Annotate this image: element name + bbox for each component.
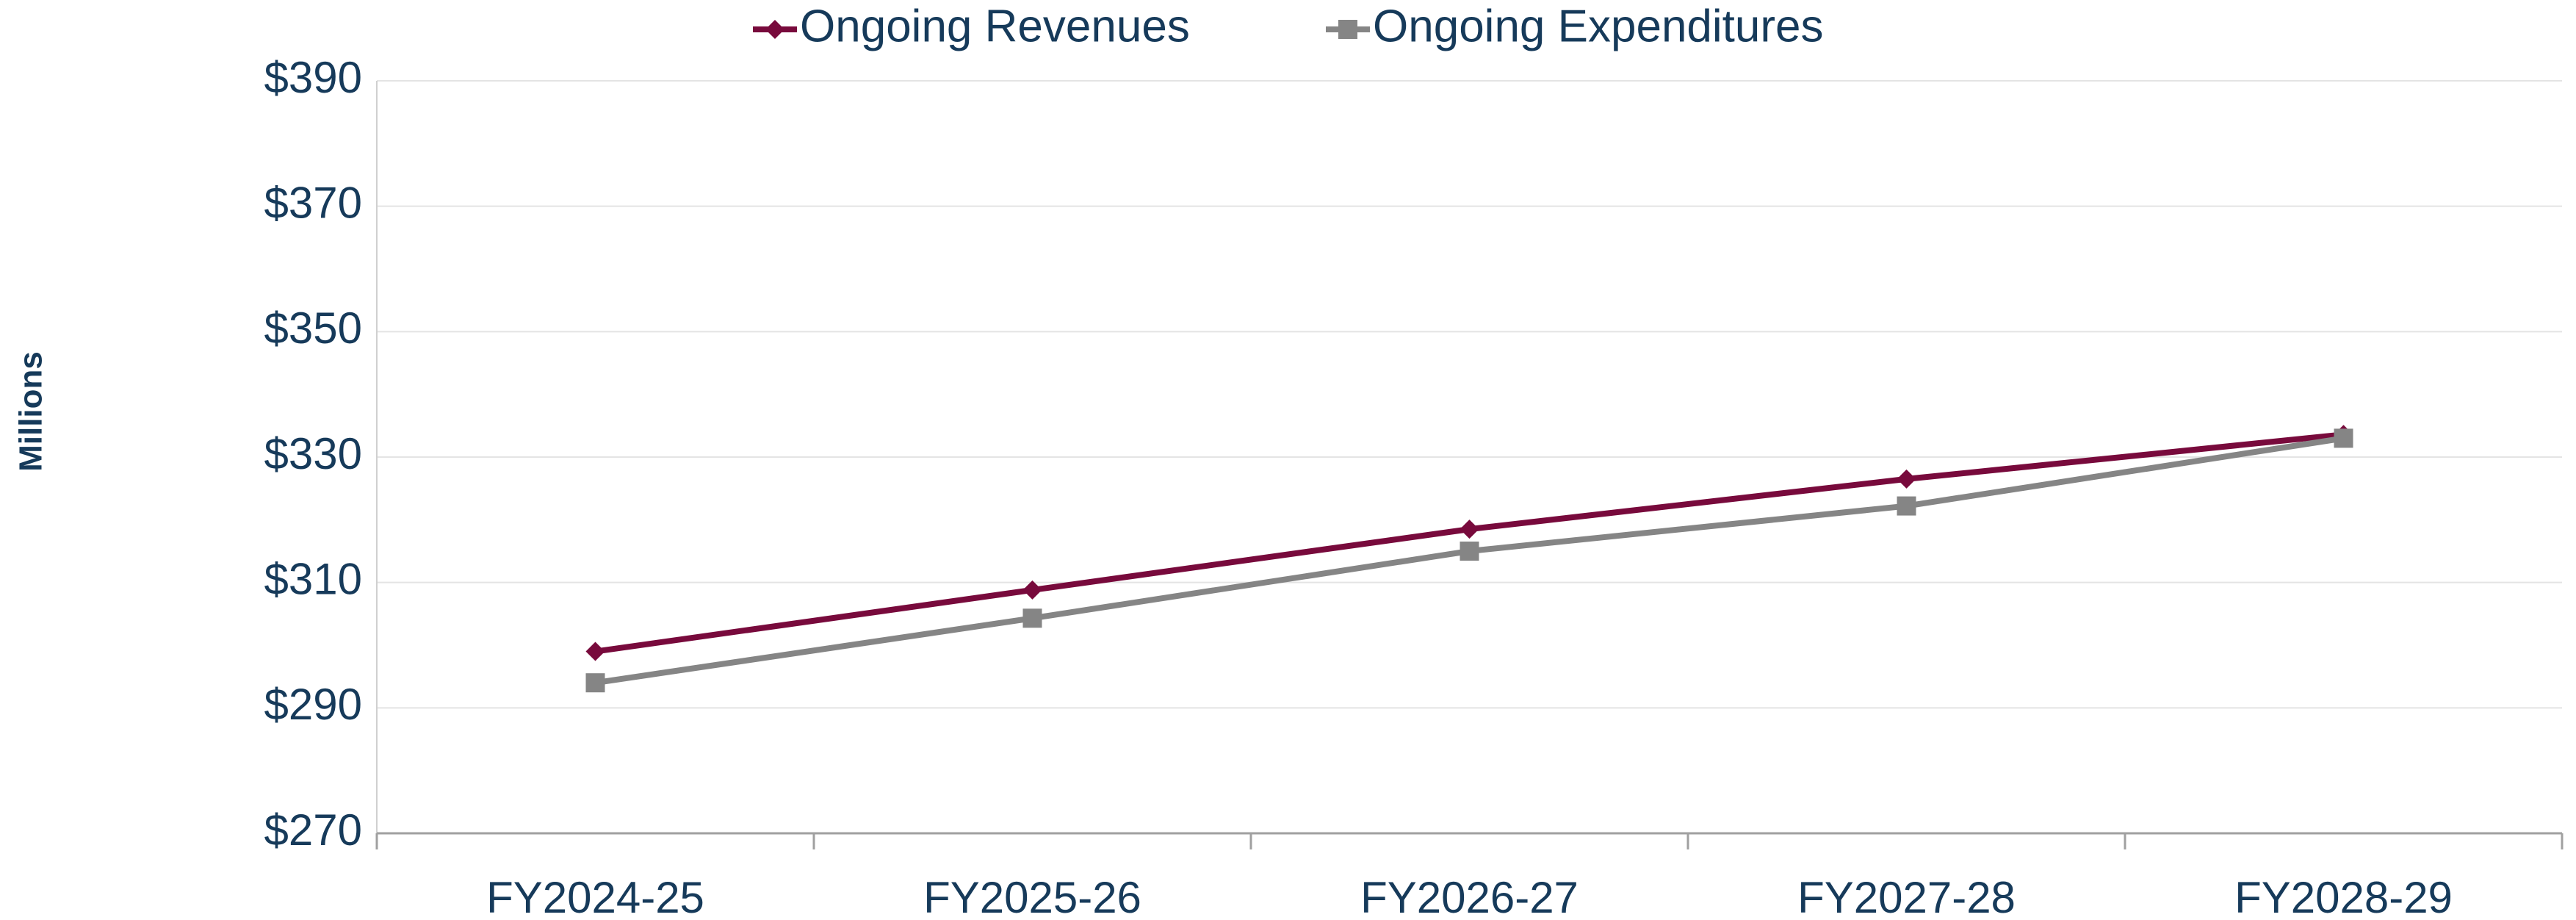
y-tick-label: $310 — [264, 555, 362, 604]
y-tick-label: $270 — [264, 805, 362, 855]
y-tick-label: $350 — [264, 303, 362, 353]
data-point — [1460, 520, 1479, 539]
y-axis-label: Millions — [13, 351, 49, 472]
data-point — [585, 642, 605, 661]
legend-marker — [765, 20, 784, 39]
y-tick-label: $290 — [264, 680, 362, 729]
legend-marker — [1338, 20, 1357, 39]
legend-label: Ongoing Expenditures — [1373, 1, 1824, 51]
data-point — [585, 673, 605, 693]
x-tick-label: FY2024-25 — [486, 873, 704, 920]
data-point — [1022, 580, 1042, 600]
y-tick-label: $370 — [264, 179, 362, 228]
data-point — [2334, 428, 2353, 448]
data-point — [1897, 469, 1916, 489]
x-tick-label: FY2026-27 — [1360, 873, 1579, 920]
data-point — [1022, 608, 1042, 628]
x-tick-label: FY2028-29 — [2234, 873, 2453, 920]
data-point — [1897, 496, 1916, 516]
y-tick-label: $390 — [264, 53, 362, 102]
x-tick-label: FY2025-26 — [923, 873, 1141, 920]
data-point — [1460, 542, 1479, 561]
legend-label: Ongoing Revenues — [800, 1, 1190, 51]
x-tick-label: FY2027-28 — [1797, 873, 2016, 920]
y-tick-label: $330 — [264, 429, 362, 478]
